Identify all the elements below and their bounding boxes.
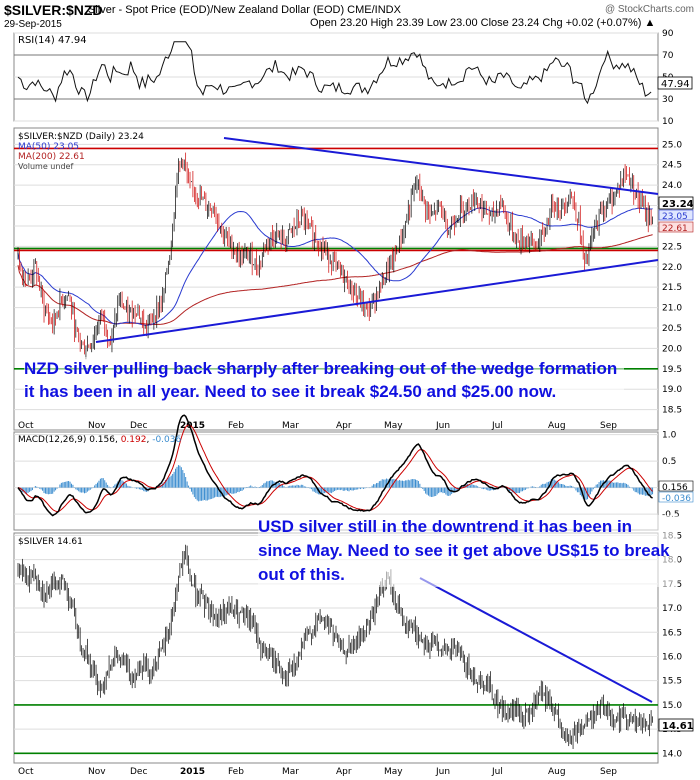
macd-line [17,414,653,517]
price-title: $SILVER:$NZD (Daily) 23.24 [18,132,144,142]
x-tick-label: May [384,767,403,777]
ma50-marker: 23.05 [662,212,688,222]
x-tick-label: Nov [88,767,106,777]
x-tick-label: Jun [435,421,450,431]
y-tick-label: 22.5 [662,242,682,252]
usd-close-marker: 14.61 [662,721,694,732]
x-tick-label: Mar [282,767,299,777]
x-tick-label: Aug [548,421,566,431]
y-tick-label: 70 [662,51,674,61]
x-tick-label: Apr [336,421,352,431]
x-tick-label: 2015 [180,421,205,431]
x-tick-label: Feb [228,767,244,777]
volume-legend: Volume undef [18,162,73,171]
y-tick-label: 30 [662,95,674,105]
y-tick-label: 90 [662,29,674,39]
usd-downtrend-line [419,577,653,703]
symbol-title: $SILVER:$NZD [4,2,103,18]
macd-label: MACD(12,26,9) 0.156, 0.192, -0.036 [18,435,181,445]
usd-annotation: USD silver still in the downtrend it has… [258,515,678,587]
y-tick-label: 25.0 [662,140,682,150]
y-tick-label: 19.5 [662,365,682,375]
y-tick-label: 21.0 [662,304,682,314]
ma200-marker: 22.61 [662,224,688,234]
y-tick-label: 15.5 [662,677,682,687]
x-tick-label: Mar [282,421,299,431]
ma200-legend: MA(200) 22.61 [18,152,85,162]
x-tick-label: Jul [491,421,503,431]
y-tick-label: 22.0 [662,263,682,273]
x-tick-label: Jun [435,767,450,777]
x-tick-label: Sep [600,767,617,777]
y-tick-label: 16.5 [662,628,682,638]
y-tick-label: 16.0 [662,652,682,662]
wedge-upper-trendline [223,137,659,195]
macd-hist-marker: -0.036 [662,494,691,504]
x-tick-label: May [384,421,403,431]
usd-title: $SILVER 14.61 [18,537,83,547]
brand-watermark: @ StockCharts.com [604,4,694,15]
y-tick-label: 24.5 [662,161,682,171]
rsi-last-value: 47.94 [661,79,690,90]
y-tick-label: 1.0 [662,431,677,441]
ohlc-summary: Open 23.20 High 23.39 Low 23.00 Close 23… [310,17,656,29]
x-tick-label: Aug [548,767,566,777]
rsi-label: RSI(14) 47.94 [18,35,87,46]
rsi-line [17,41,652,105]
x-tick-label: 2015 [180,767,205,777]
y-tick-label: 19.0 [662,385,682,395]
y-tick-label: 21.5 [662,283,682,293]
y-tick-label: 14.0 [662,749,682,759]
wedge-lower-trendline [95,259,659,343]
y-tick-label: 10 [662,117,674,127]
y-tick-label: 17.0 [662,604,682,614]
y-tick-label: 18.5 [662,406,682,416]
x-tick-label: Nov [88,421,106,431]
x-tick-label: Dec [130,767,147,777]
x-tick-label: Dec [130,421,147,431]
macd-panel: MACD(12,26,9) 0.156, 0.192, -0.036 1.0 0.… [13,414,694,531]
y-tick-label: 20.5 [662,324,682,334]
x-tick-label: Oct [18,767,34,777]
y-tick-label: 24.0 [662,181,682,191]
chart-description: Silver - Spot Price (EOD)/New Zealand Do… [88,4,401,16]
macd-signal-line [17,424,653,513]
y-tick-label: 20.0 [662,344,682,354]
y-tick-label: 15.0 [662,701,682,711]
ma50-legend: MA(50) 23.05 [18,142,79,152]
x-tick-label: Sep [600,421,617,431]
x-tick-label: Jul [491,767,503,777]
rsi-panel: RSI(14) 47.94 9070503010 47.94 [13,29,693,127]
chart-date: 29-Sep-2015 [4,19,62,30]
y-tick-label: 0.5 [662,457,676,467]
nzd-annotation: NZD silver pulling back sharply after br… [24,357,624,403]
x-tick-label: Apr [336,767,352,777]
macd-value-marker: 0.156 [662,483,688,493]
x-tick-label: Feb [228,421,244,431]
price-close-marker: 23.24 [662,199,694,210]
x-tick-label: Oct [18,421,34,431]
